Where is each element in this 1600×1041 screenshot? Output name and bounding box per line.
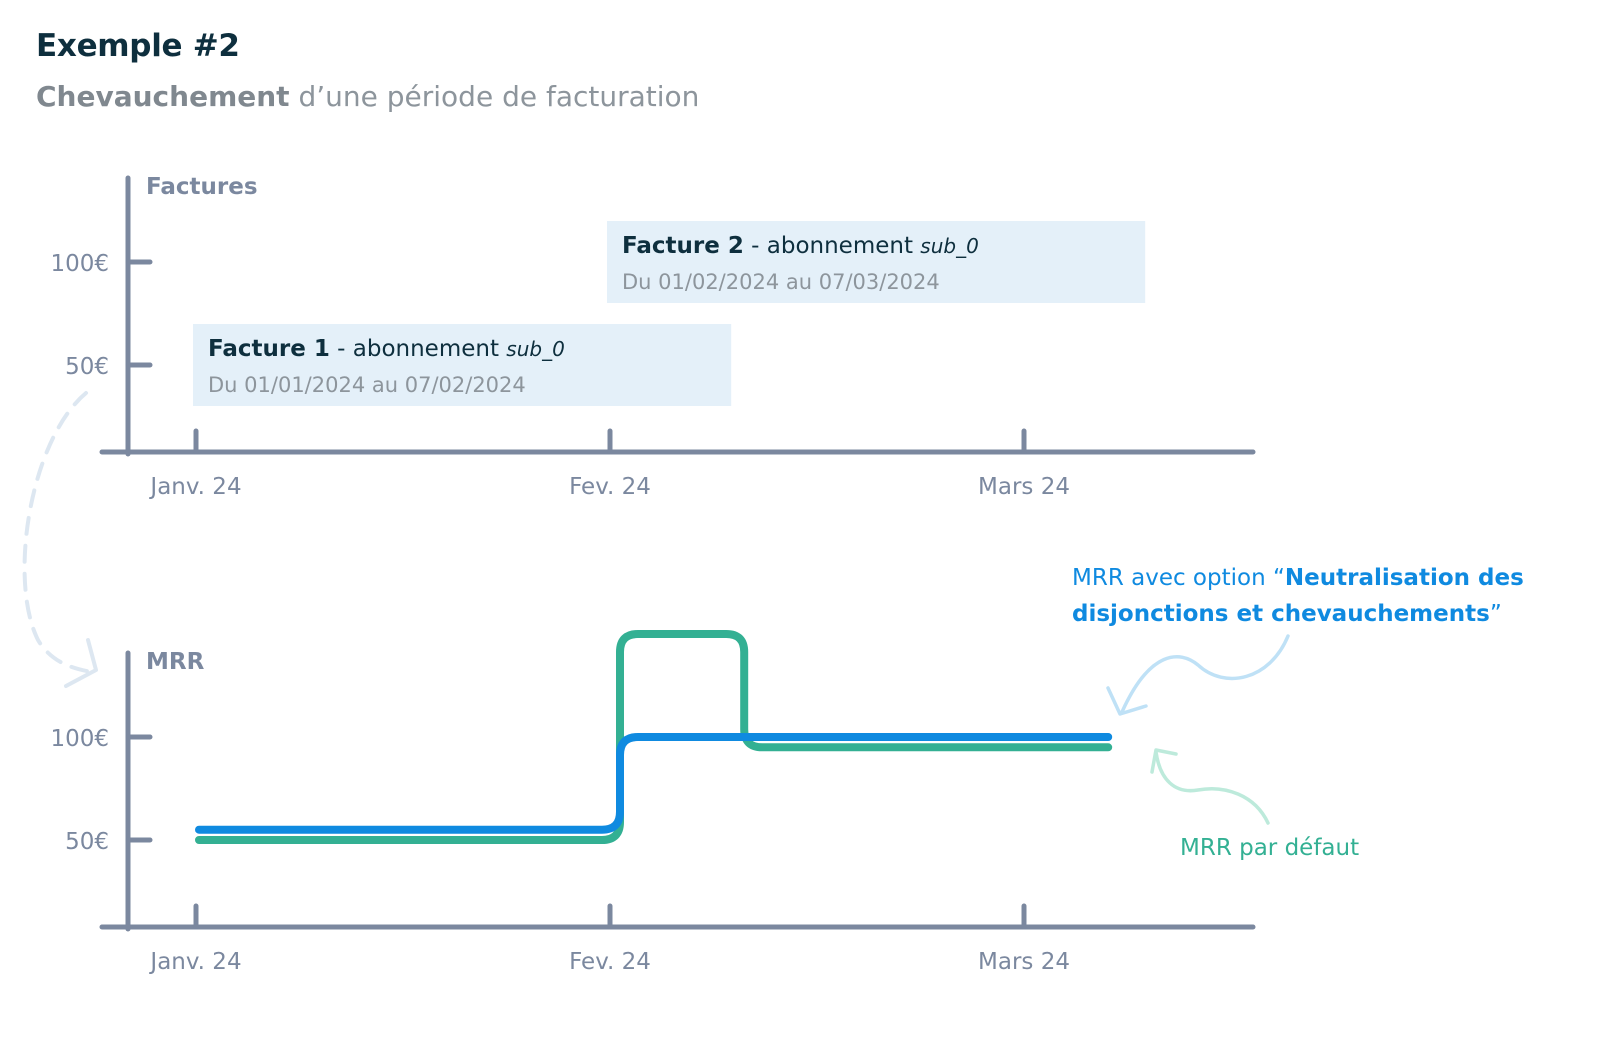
annotation-neutralised-line-2: disjonctions et chevauchements” bbox=[1072, 601, 1502, 627]
x-tick-label: Janv. 24 bbox=[148, 474, 241, 500]
connector-arrow bbox=[22, 391, 94, 674]
connector-arrowhead bbox=[64, 638, 98, 688]
invoice-title: Facture 2 - abonnement sub_0 bbox=[622, 233, 979, 259]
x-tick-label: Fev. 24 bbox=[569, 949, 651, 975]
invoice-title: Facture 1 - abonnement sub_0 bbox=[208, 336, 565, 362]
y-axis-label: Factures bbox=[146, 174, 258, 200]
invoice-box bbox=[193, 324, 732, 406]
invoice-box bbox=[607, 221, 1146, 303]
y-tick-label: 50€ bbox=[65, 354, 109, 380]
invoice-number: Facture 2 bbox=[622, 233, 744, 259]
annotation-neutralised: MRR avec option “Neutralisation des bbox=[1072, 565, 1524, 591]
subtitle-rest: d’une période de facturation bbox=[289, 80, 700, 113]
annotation-default: MRR par défaut bbox=[1180, 835, 1359, 861]
y-axis-label: MRR bbox=[146, 649, 205, 675]
invoice-subscription-id: sub_0 bbox=[506, 337, 565, 361]
invoice-subscription-label: - abonnement bbox=[330, 336, 506, 362]
subtitle-bold: Chevauchement bbox=[36, 80, 290, 113]
invoice-subscription-label: - abonnement bbox=[744, 233, 920, 259]
series-line-mrr-neutralised bbox=[195, 733, 1113, 834]
annotation-bold-line-2: disjonctions et chevauchements bbox=[1072, 601, 1490, 627]
y-tick-label: 100€ bbox=[50, 251, 109, 277]
invoice-dates: Du 01/01/2024 au 07/02/2024 bbox=[208, 373, 526, 397]
y-tick-label: 100€ bbox=[50, 726, 109, 752]
annotation-arrow-default bbox=[1154, 750, 1270, 825]
invoice-subscription-id: sub_0 bbox=[920, 234, 979, 258]
x-tick-label: Mars 24 bbox=[978, 949, 1070, 975]
annotation-arrow-neutralised bbox=[1120, 634, 1290, 714]
annotation-arrowhead-default bbox=[1150, 748, 1178, 774]
invoice-1: Facture 1 - abonnement sub_0 Du 01/01/202… bbox=[193, 324, 732, 406]
invoice-number: Facture 1 bbox=[208, 336, 330, 362]
invoice-2: Facture 2 - abonnement sub_0 Du 01/02/202… bbox=[607, 221, 1146, 303]
x-tick-label: Mars 24 bbox=[978, 474, 1070, 500]
annotation-suffix: ” bbox=[1490, 601, 1502, 627]
annotation-arrowhead-neutralised bbox=[1106, 686, 1148, 716]
invoice-dates: Du 01/02/2024 au 07/03/2024 bbox=[622, 270, 940, 294]
page-title: Exemple #2 bbox=[36, 28, 240, 64]
page-subtitle: Chevauchement d’une période de facturati… bbox=[36, 80, 699, 113]
annotation-bold-line-1: Neutralisation des bbox=[1285, 565, 1524, 591]
annotation-prefix: MRR avec option “ bbox=[1072, 565, 1285, 591]
x-tick-label: Fev. 24 bbox=[569, 474, 651, 500]
y-tick-label: 50€ bbox=[65, 829, 109, 855]
x-tick-label: Janv. 24 bbox=[148, 949, 241, 975]
